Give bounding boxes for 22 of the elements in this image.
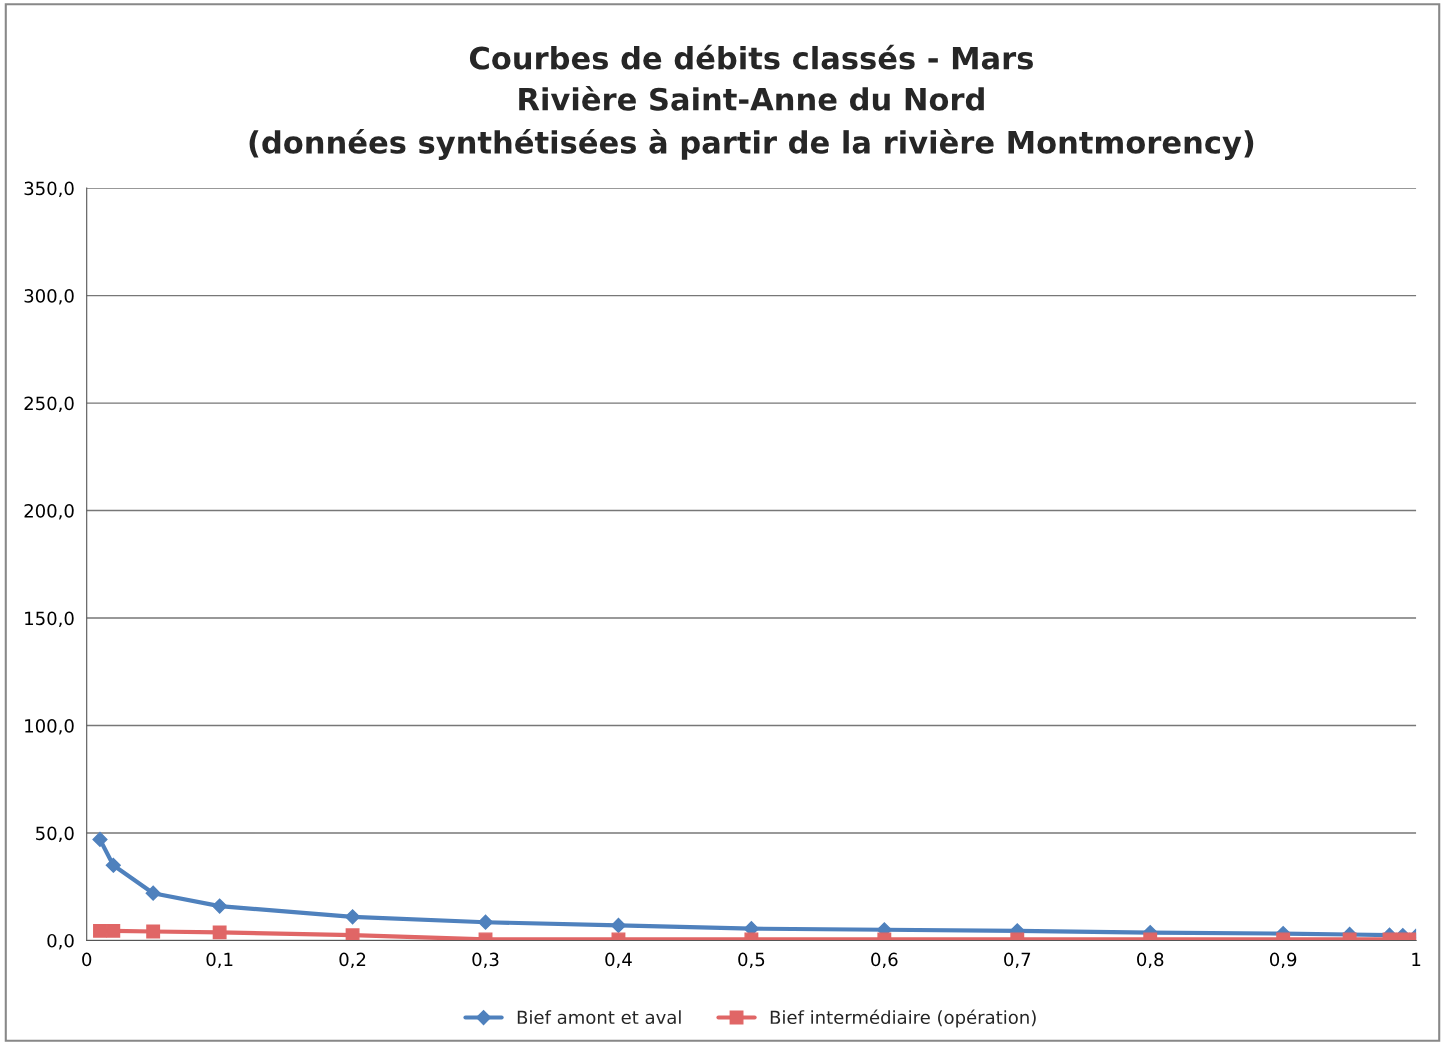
x-tick-label: 0,9 <box>1269 952 1297 969</box>
x-tick-label: 0,3 <box>472 952 499 969</box>
x-tick-label: 0,7 <box>1004 952 1031 969</box>
legend-label: Bief amont et aval <box>517 1010 681 1025</box>
x-tick-label: 0,8 <box>1137 952 1164 969</box>
y-tick-label: 250,0 <box>24 396 74 413</box>
y-tick-label: 100,0 <box>25 718 74 735</box>
y-tick-label: 200,0 <box>24 504 74 520</box>
y-tick-label: 50,0 <box>36 826 74 842</box>
y-tick-label: 300,0 <box>24 289 74 305</box>
x-tick-label: 1 <box>1412 952 1421 967</box>
y-tick-label: 0,0 <box>47 933 74 950</box>
x-tick-label: 0,1 <box>206 952 233 969</box>
y-tick-label: 150,0 <box>25 611 74 627</box>
x-tick-label: 0 <box>82 952 92 967</box>
x-tick-label: 0,5 <box>738 952 765 969</box>
x-tick-label: 0,2 <box>339 952 366 969</box>
x-tick-label: 0,4 <box>605 952 632 969</box>
legend-label: Bief intermédiaire (opération) <box>770 1009 1036 1028</box>
y-tick-label: 350,0 <box>24 181 74 198</box>
chart-title: Courbes de débits classés - Mars Rivière Saint-Anne du Nord (données synthétisées à partir de la rivière Montmorency) <box>249 44 1254 160</box>
x-tick-label: 0,6 <box>871 952 898 969</box>
